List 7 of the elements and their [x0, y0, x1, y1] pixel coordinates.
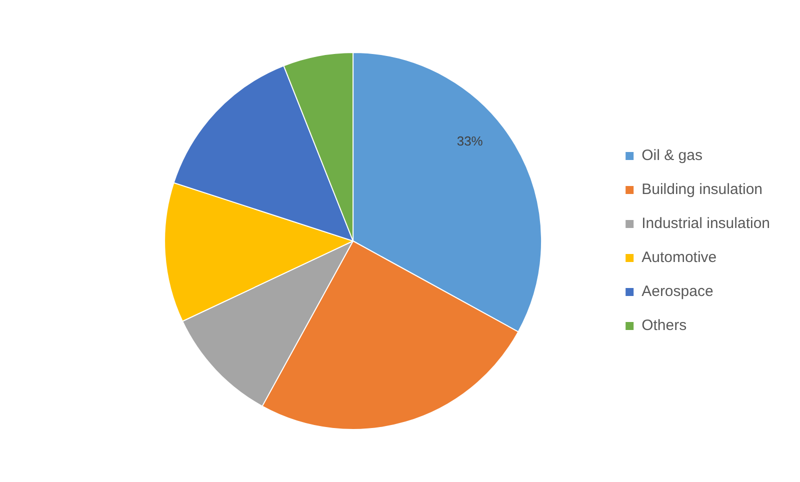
legend-label: Aerospace: [642, 283, 714, 300]
legend-label: Automotive: [642, 249, 717, 266]
legend-label: Building insulation: [642, 181, 763, 198]
data-label: 33%: [456, 133, 484, 148]
legend-label: Industrial insulation: [642, 215, 770, 232]
legend-label: Others: [642, 317, 687, 334]
legend-label: Oil & gas: [642, 147, 702, 164]
